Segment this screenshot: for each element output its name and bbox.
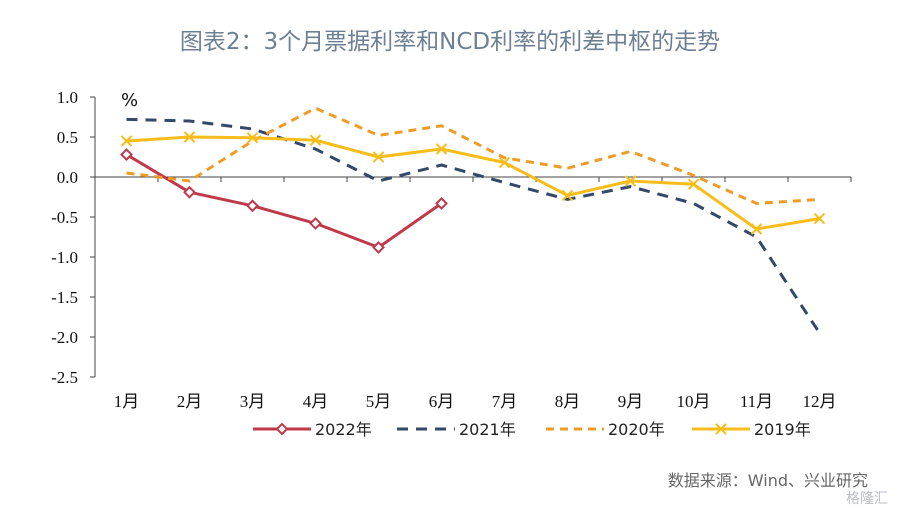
legend-item-2020年: 2020年 xyxy=(546,420,665,439)
legend-marker xyxy=(275,422,289,436)
x-tick-label: 10月 xyxy=(677,392,711,411)
data-point-x xyxy=(372,151,385,163)
data-point-x xyxy=(687,178,700,190)
series-2020年 xyxy=(126,106,820,205)
data-point-x xyxy=(498,156,511,169)
source-note: 数据来源：Wind、兴业研究 xyxy=(667,471,868,490)
series-2021年 xyxy=(126,117,821,334)
legend-label: 2022年 xyxy=(315,420,372,439)
data-point-diamond xyxy=(309,216,322,230)
series-line xyxy=(126,106,820,205)
x-tick-label: 7月 xyxy=(492,392,518,411)
data-point-x xyxy=(561,189,574,202)
series-2022年 xyxy=(120,148,448,254)
y-tick-label: 0.5 xyxy=(57,128,78,147)
legend: 2022年 2021年 2020年 2019年 xyxy=(253,420,811,439)
x-tick-label: 2月 xyxy=(177,392,203,411)
legend-item-2021年: 2021年 xyxy=(397,420,516,439)
data-point-x xyxy=(246,132,259,144)
y-tick-label: -1.0 xyxy=(51,248,78,267)
series-line xyxy=(126,135,820,231)
series-line xyxy=(125,153,443,249)
y-tick-label: -2.5 xyxy=(51,368,78,387)
y-unit-label: % xyxy=(121,90,138,111)
data-point-diamond xyxy=(372,240,385,254)
x-tick-label: 12月 xyxy=(803,392,837,411)
data-point-diamond xyxy=(120,148,133,162)
legend-item-2019年: 2019年 xyxy=(692,420,811,439)
x-tick-label: 6月 xyxy=(429,392,455,411)
series-group xyxy=(120,106,826,334)
series-2019年 xyxy=(120,131,826,235)
data-point-x xyxy=(435,143,448,155)
legend-marker xyxy=(715,423,727,435)
x-tick-label: 3月 xyxy=(240,392,266,411)
legend-label: 2020年 xyxy=(608,420,665,439)
legend-item-2022年: 2022年 xyxy=(253,420,372,439)
legend-label: 2021年 xyxy=(459,420,516,439)
x-tick-label: 8月 xyxy=(555,392,581,411)
data-point-x xyxy=(750,223,763,235)
axes: 1.0 0.5 0.0 -0.5 -1.0 -1.5 -2.0 -2.5 1月 2月 3月 4月 5月 6… xyxy=(51,88,852,411)
y-tick-label: 0.0 xyxy=(57,168,78,187)
watermark-logo: 格隆汇 xyxy=(846,491,888,507)
y-tick-label: 1.0 xyxy=(57,88,78,107)
y-tick-label: -0.5 xyxy=(51,208,78,227)
data-point-diamond xyxy=(435,196,448,210)
x-tick-label: 9月 xyxy=(618,392,644,411)
data-point-x xyxy=(813,212,826,225)
y-tick-label: -1.5 xyxy=(51,288,78,307)
x-tick-label: 11月 xyxy=(740,392,773,411)
x-tick-label: 1月 xyxy=(114,392,140,411)
data-point-diamond xyxy=(183,185,196,199)
data-point-diamond xyxy=(246,199,259,213)
chart-title: 图表2：3个月票据利率和NCD利率的利差中枢的走势 xyxy=(179,29,721,55)
data-point-x xyxy=(309,134,322,146)
data-point-x xyxy=(120,135,133,147)
x-tick-label: 5月 xyxy=(366,392,392,411)
data-point-x xyxy=(624,175,637,187)
x-tick-label: 4月 xyxy=(303,392,329,411)
legend-label: 2019年 xyxy=(754,420,811,439)
data-point-x xyxy=(183,131,196,143)
series-line xyxy=(126,117,821,334)
y-tick-label: -2.0 xyxy=(51,328,78,347)
